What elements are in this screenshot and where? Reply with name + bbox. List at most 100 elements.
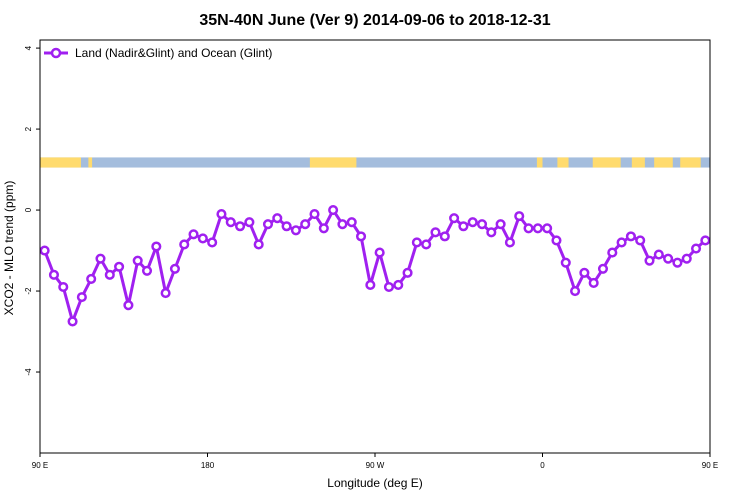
x-tick-label: 90 E <box>702 461 718 470</box>
x-axis-label: Longitude (deg E) <box>327 476 422 490</box>
data-point <box>141 265 153 276</box>
data-point <box>48 269 60 280</box>
data-point <box>439 231 450 242</box>
data-point <box>160 288 171 299</box>
x-tick-label: 0 <box>540 461 545 470</box>
data-point <box>169 263 180 274</box>
data-point <box>588 277 599 288</box>
data-point <box>476 219 488 230</box>
data-point <box>616 237 627 248</box>
data-point <box>290 225 301 236</box>
data-point <box>309 209 320 220</box>
data-point <box>607 247 618 258</box>
data-point <box>123 300 134 311</box>
data-point <box>458 221 469 232</box>
data-point <box>337 219 348 230</box>
data-point <box>690 243 702 254</box>
data-point <box>542 223 553 234</box>
data-point <box>114 261 125 272</box>
data-point <box>262 219 274 230</box>
land-segment <box>680 157 701 168</box>
data-point <box>579 267 590 278</box>
data-point <box>235 221 246 232</box>
data-point <box>625 231 636 242</box>
data-point <box>365 279 376 291</box>
data-point <box>253 239 264 250</box>
land-segment <box>88 157 93 168</box>
data-point <box>272 213 283 224</box>
data-point <box>532 223 543 234</box>
data-point <box>421 239 432 250</box>
x-tick-label: 180 <box>201 461 215 470</box>
data-point <box>430 227 441 238</box>
chart-title: 35N-40N June (Ver 9) 2014-09-06 to 2018-… <box>199 12 550 29</box>
data-point <box>188 229 199 240</box>
data-point <box>467 217 478 228</box>
data-point <box>411 237 422 248</box>
legend: Land (Nadir&Glint) and Ocean (Glint) <box>44 46 272 60</box>
y-tick-label: -4 <box>24 368 33 376</box>
data-point <box>58 281 69 293</box>
y-tick-label: 2 <box>24 126 33 131</box>
data-point <box>39 245 50 256</box>
land-segment <box>40 157 81 168</box>
y-axis-ticks: 4 2 0 -2 -4 <box>24 45 40 376</box>
data-point <box>663 253 674 264</box>
x-tick-label: 90 E <box>32 461 48 470</box>
data-point <box>495 219 506 230</box>
x-tick-label: 90 W <box>366 461 385 470</box>
data-point <box>570 285 581 297</box>
data-point <box>393 279 404 291</box>
data-point <box>76 292 87 303</box>
data-point <box>346 217 357 228</box>
data-point <box>225 217 236 228</box>
land-segment <box>536 157 543 168</box>
data-point <box>700 235 711 246</box>
y-axis-label: XCO2 - MLO trend (ppm) <box>2 181 16 316</box>
data-point <box>644 255 655 266</box>
land-ocean-band <box>40 157 710 168</box>
data-point <box>383 281 395 293</box>
data-point <box>635 235 646 246</box>
data-point <box>597 263 609 274</box>
data-point <box>560 257 571 268</box>
data-point <box>244 217 255 228</box>
data-point <box>402 267 413 278</box>
data-point <box>95 253 106 264</box>
legend-marker <box>50 47 62 59</box>
land-segment <box>654 157 673 168</box>
data-point <box>179 239 190 250</box>
y-tick-label: 0 <box>24 207 33 212</box>
land-segment <box>631 157 645 168</box>
data-point <box>328 205 339 216</box>
data-point <box>132 255 143 266</box>
plot-frame <box>39 39 711 454</box>
data-point <box>355 231 367 242</box>
data-point <box>300 219 311 230</box>
data-point <box>67 316 78 327</box>
land-segment <box>557 157 569 168</box>
land-segment <box>592 157 621 168</box>
y-tick-label: 4 <box>24 45 33 50</box>
data-point <box>514 211 525 222</box>
data-point <box>551 235 562 246</box>
data-point <box>86 273 97 284</box>
data-point <box>151 241 162 252</box>
data-point <box>207 237 218 248</box>
data-point <box>504 237 515 248</box>
data-point <box>318 223 329 234</box>
data-point <box>449 213 460 224</box>
data-point <box>486 227 497 238</box>
ocean-band <box>40 157 710 168</box>
data-point <box>672 257 683 268</box>
data-point <box>681 253 692 264</box>
land-segment <box>309 157 357 168</box>
data-point <box>523 223 534 234</box>
legend-entry: Land (Nadir&Glint) and Ocean (Glint) <box>75 46 272 60</box>
data-point <box>281 221 292 232</box>
data-point <box>104 269 115 280</box>
data-point <box>374 247 385 258</box>
data-point <box>197 233 208 244</box>
data-point <box>653 249 664 260</box>
